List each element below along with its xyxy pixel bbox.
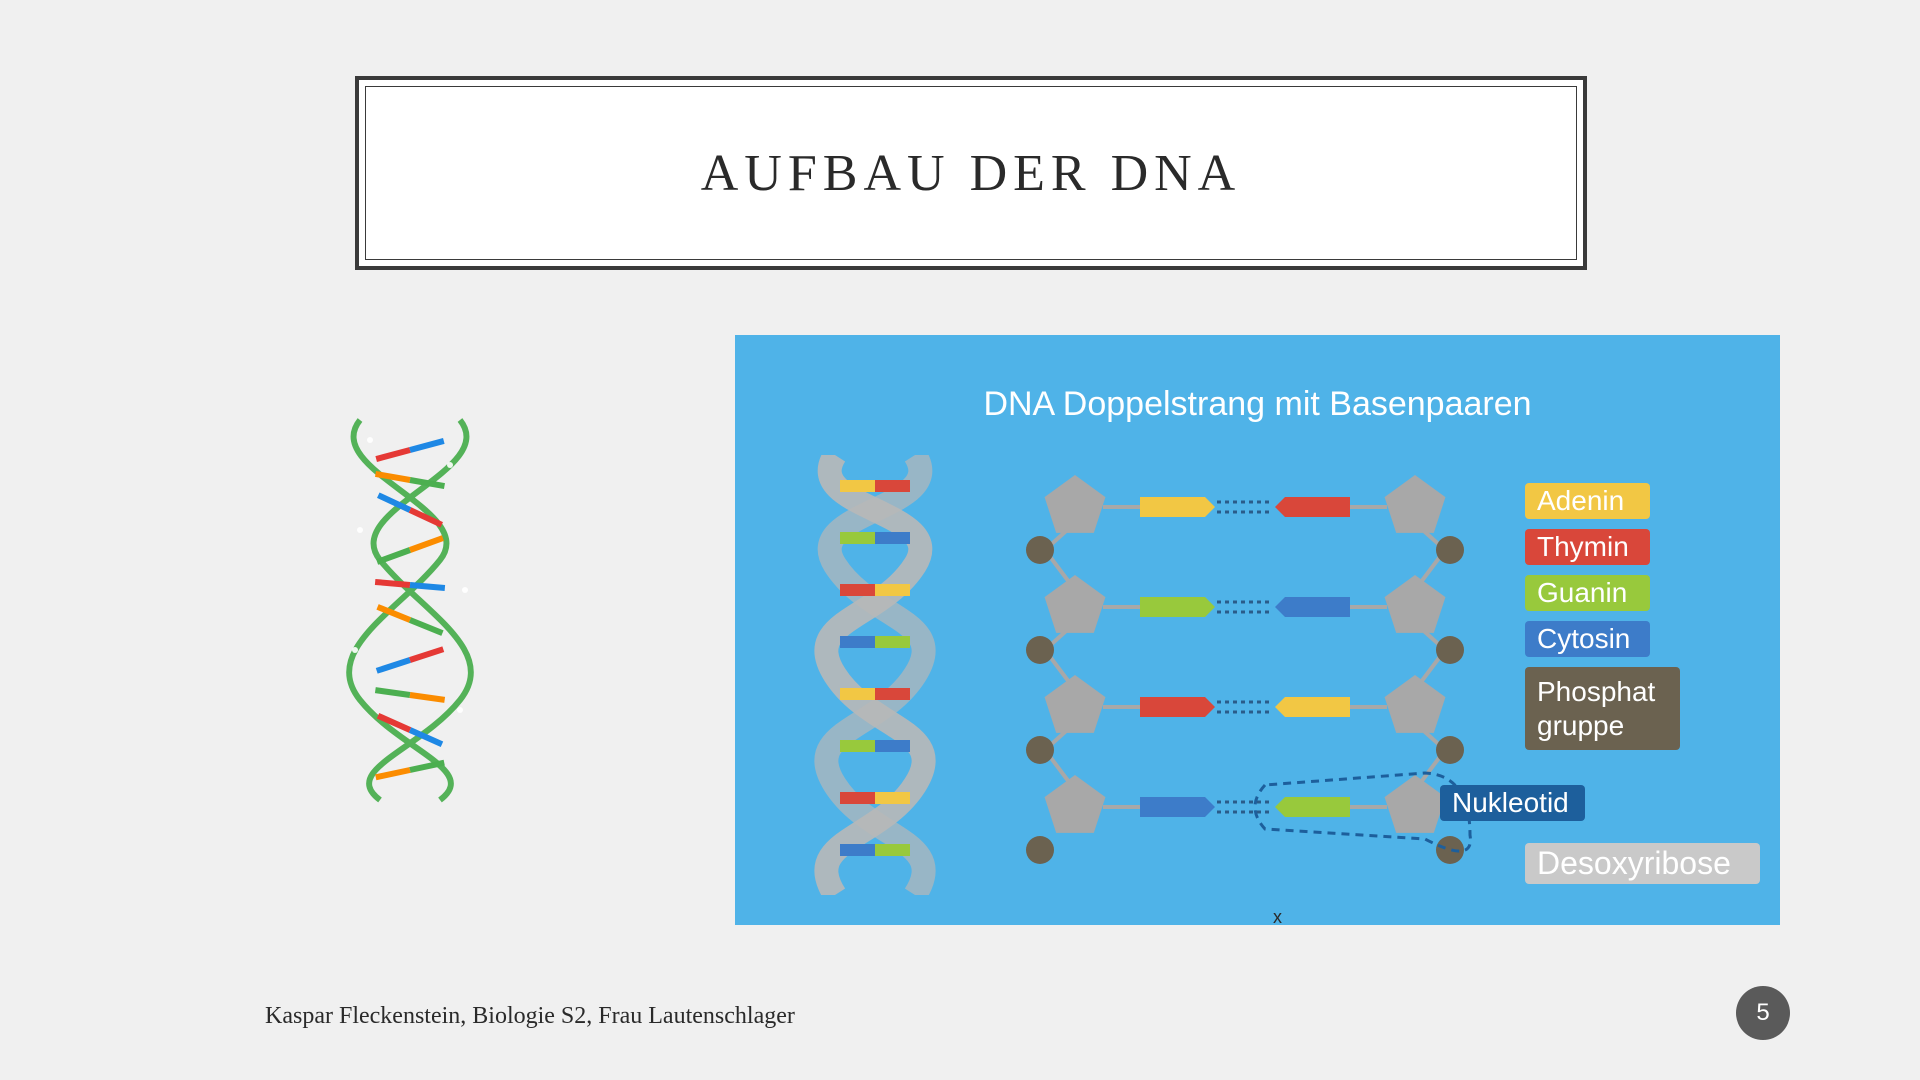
page-number-badge: 5: [1736, 986, 1790, 1040]
legend-adenin: Adenin: [1525, 483, 1650, 519]
diagram-title: DNA Doppelstrang mit Basenpaaren: [735, 385, 1780, 424]
legend-phosphat: Phosphatgruppe: [1525, 667, 1680, 750]
dna-3d-model: [300, 410, 520, 810]
x-mark: x: [1273, 907, 1282, 928]
legend-cytosin: Cytosin: [1525, 621, 1650, 657]
legend-nukleotid: Nukleotid: [1440, 785, 1585, 821]
legend-guanin: Guanin: [1525, 575, 1650, 611]
title-box: AUFBAU DER DNA: [355, 76, 1587, 270]
unwound-ladder: [995, 465, 1515, 885]
footer-credit: Kaspar Fleckenstein, Biologie S2, Frau L…: [265, 1003, 795, 1030]
diagram-panel: DNA Doppelstrang mit Basenpaaren Adenin T…: [735, 335, 1780, 925]
slide-title: AUFBAU DER DNA: [701, 144, 1241, 203]
title-box-inner: AUFBAU DER DNA: [365, 86, 1577, 260]
helix-mini-icon: [810, 455, 940, 895]
page-number: 5: [1756, 999, 1769, 1027]
legend-desoxyribose: Desoxyribose: [1525, 843, 1760, 884]
legend-thymin: Thymin: [1525, 529, 1650, 565]
